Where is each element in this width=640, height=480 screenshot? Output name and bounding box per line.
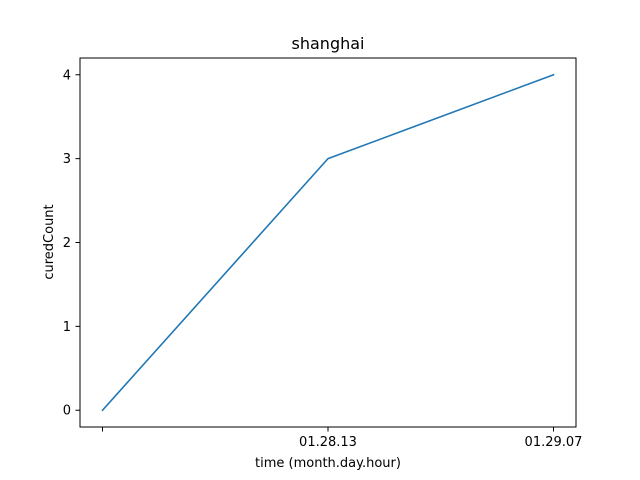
y-tick-label: 3 — [63, 152, 71, 167]
plot-area: 0 1 2 3 4 01.28.13 01.29.07 — [63, 57, 583, 450]
x-tick-label: 01.28.13 — [299, 435, 357, 450]
x-tick-label: 01.29.07 — [525, 435, 583, 450]
y-tick-label: 1 — [63, 320, 71, 335]
y-axis-label: curedCount — [42, 204, 57, 279]
chart-title: shanghai — [292, 34, 365, 53]
y-tick-label: 4 — [63, 68, 71, 83]
axes-frame — [79, 57, 577, 428]
x-axis-label: time (month.day.hour) — [255, 456, 401, 471]
y-tick-label: 2 — [63, 236, 71, 251]
y-tick-label: 0 — [63, 404, 71, 419]
series-line-0 — [101, 73, 555, 412]
